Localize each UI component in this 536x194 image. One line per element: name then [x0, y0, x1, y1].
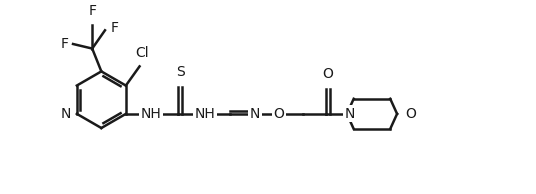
- Text: O: O: [322, 67, 333, 81]
- Text: F: F: [61, 37, 69, 51]
- Text: S: S: [176, 65, 184, 79]
- Text: N: N: [345, 107, 355, 121]
- Text: O: O: [405, 107, 416, 121]
- Text: N: N: [250, 107, 260, 121]
- Text: F: F: [110, 21, 118, 35]
- Text: F: F: [88, 4, 96, 18]
- Text: NH: NH: [140, 107, 161, 121]
- Text: O: O: [273, 107, 284, 121]
- Text: Cl: Cl: [135, 46, 148, 60]
- Text: N: N: [61, 107, 71, 121]
- Text: NH: NH: [195, 107, 215, 121]
